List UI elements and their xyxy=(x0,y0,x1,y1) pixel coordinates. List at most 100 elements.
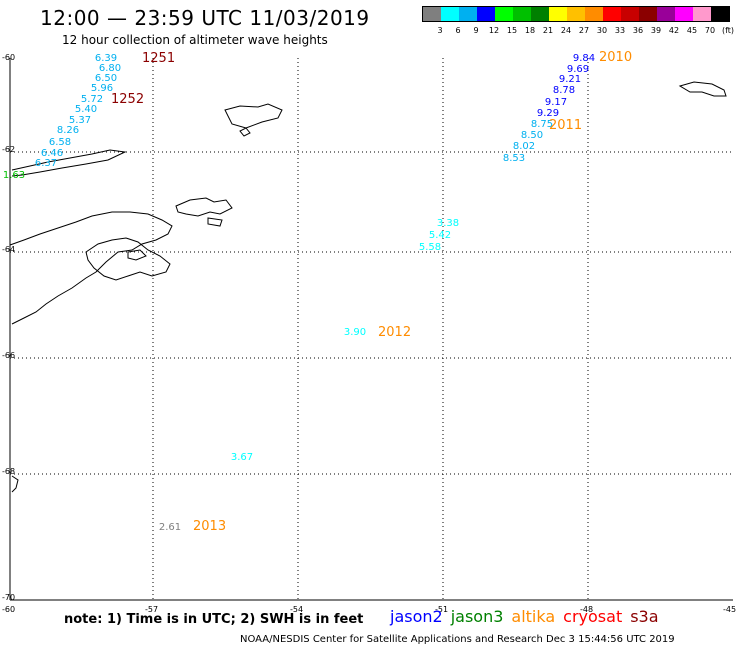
swh-value: 5.37 xyxy=(69,115,91,126)
legend-swatch xyxy=(657,7,675,21)
lat-label: -68 xyxy=(2,467,15,476)
coastline-vega-island xyxy=(127,249,147,261)
legend-label: 15 xyxy=(506,26,518,35)
coastline-island-north xyxy=(224,103,283,129)
legend-swatch xyxy=(441,7,459,21)
legend-swatch xyxy=(711,7,729,21)
swh-value: 6.46 xyxy=(41,148,63,159)
legend-swatch xyxy=(423,7,441,21)
legend-label: 3 xyxy=(437,26,443,35)
legend-swatch xyxy=(567,7,585,21)
legend-label: 45 xyxy=(686,26,698,35)
legend-swatch xyxy=(675,7,693,21)
legend-label: 70 xyxy=(704,26,716,35)
swh-value: 8.02 xyxy=(513,141,535,152)
lon-label: -60 xyxy=(2,605,15,614)
lon-label: -45 xyxy=(723,605,736,614)
legend-label: 24 xyxy=(560,26,572,35)
legend-label: 42 xyxy=(668,26,680,35)
satellite-name: s3a xyxy=(630,607,659,626)
satellite-name: altika xyxy=(511,607,556,626)
legend-swatch xyxy=(477,7,495,21)
pass-time: 1252 xyxy=(111,92,144,107)
swh-value: 6.80 xyxy=(99,63,121,74)
swh-value: 6.50 xyxy=(95,73,117,84)
lat-label: -60 xyxy=(2,53,15,62)
swh-value: 3.38 xyxy=(437,218,459,229)
swh-value: 6.37 xyxy=(35,158,57,169)
map-title: 12:00 — 23:59 UTC 11/03/2019 xyxy=(40,6,370,30)
units-note: note: 1) Time is in UTC; 2) SWH is in fe… xyxy=(64,612,364,627)
legend-swatch xyxy=(513,7,531,21)
legend-labels: 3 6 9 12 15 18 21 24 27 30 33 36 39 42 45 70 (ft) xyxy=(422,26,734,38)
color-legend: 3 6 9 12 15 18 21 24 27 30 33 36 39 42 45 70 (ft) xyxy=(422,6,734,38)
legend-label: 39 xyxy=(650,26,662,35)
legend-label: 12 xyxy=(488,26,500,35)
legend-swatch xyxy=(639,7,657,21)
satellite-name: jason3 xyxy=(450,607,504,626)
coastline-islet xyxy=(239,127,251,137)
swh-observations: 6.396.806.505.965.725.405.378.266.586.46… xyxy=(3,53,595,533)
swh-value: 2.61 xyxy=(159,522,181,533)
swh-value: 6.39 xyxy=(95,53,117,64)
satellite-name: cryosat xyxy=(563,607,623,626)
coastline-james-ross-island xyxy=(85,237,171,281)
coastline-joinville-island xyxy=(175,197,233,217)
swh-value: 8.53 xyxy=(503,153,525,164)
swh-value: 5.72 xyxy=(81,94,103,105)
coastline-south-shetland xyxy=(11,149,127,177)
map-subtitle: 12 hour collection of altimeter wave hei… xyxy=(62,33,328,47)
swh-value: 8.26 xyxy=(57,125,79,136)
coastlines xyxy=(9,81,727,493)
legend-swatch xyxy=(459,7,477,21)
legend-swatch xyxy=(603,7,621,21)
legend-swatch xyxy=(495,7,513,21)
swh-value: 1.63 xyxy=(3,170,25,181)
lat-label: -70 xyxy=(2,593,15,602)
lat-label: -64 xyxy=(2,245,15,254)
lon-label: -57 xyxy=(145,605,158,614)
legend-label: (ft) xyxy=(721,26,735,35)
lon-label: -54 xyxy=(290,605,303,614)
legend-swatches xyxy=(422,6,730,22)
swh-value: 8.78 xyxy=(553,85,575,96)
pass-time: 1251 xyxy=(142,51,175,66)
swh-value: 5.58 xyxy=(419,242,441,253)
swh-value: 5.42 xyxy=(429,230,451,241)
swh-value: 5.40 xyxy=(75,104,97,115)
swh-value: 9.84 xyxy=(573,53,595,64)
swh-value: 5.96 xyxy=(91,83,113,94)
pass-time: 2012 xyxy=(378,325,411,340)
legend-label: 30 xyxy=(596,26,608,35)
legend-swatch xyxy=(549,7,567,21)
legend-swatch xyxy=(531,7,549,21)
satellite-legend: jason2 jason3 altika cryosat s3a xyxy=(390,607,667,626)
legend-swatch xyxy=(585,7,603,21)
swh-value: 8.50 xyxy=(521,130,543,141)
swh-value: 9.21 xyxy=(559,74,581,85)
legend-label: 18 xyxy=(524,26,536,35)
legend-label: 36 xyxy=(632,26,644,35)
swh-value: 9.29 xyxy=(537,108,559,119)
coastline-dundee-island xyxy=(207,217,223,227)
lon-label: -51 xyxy=(435,605,448,614)
pass-time: 2013 xyxy=(193,519,226,534)
legend-label: 27 xyxy=(578,26,590,35)
legend-swatch xyxy=(693,7,711,21)
coastline-antarctic-peninsula xyxy=(9,211,173,325)
legend-label: 33 xyxy=(614,26,626,35)
legend-swatch xyxy=(621,7,639,21)
legend-label: 6 xyxy=(455,26,461,35)
satellite-name: jason2 xyxy=(390,607,443,626)
swh-value: 9.17 xyxy=(545,97,567,108)
lat-label: -62 xyxy=(2,145,15,154)
swh-value: 9.69 xyxy=(567,64,589,75)
legend-label: 9 xyxy=(473,26,479,35)
coastline-south-orkney xyxy=(678,81,727,97)
legend-label: 21 xyxy=(542,26,554,35)
lat-label: -66 xyxy=(2,351,15,360)
credit-footer: NOAA/NESDIS Center for Satellite Applica… xyxy=(240,634,675,645)
swh-value: 3.67 xyxy=(231,452,253,463)
swh-value: 6.58 xyxy=(49,137,71,148)
